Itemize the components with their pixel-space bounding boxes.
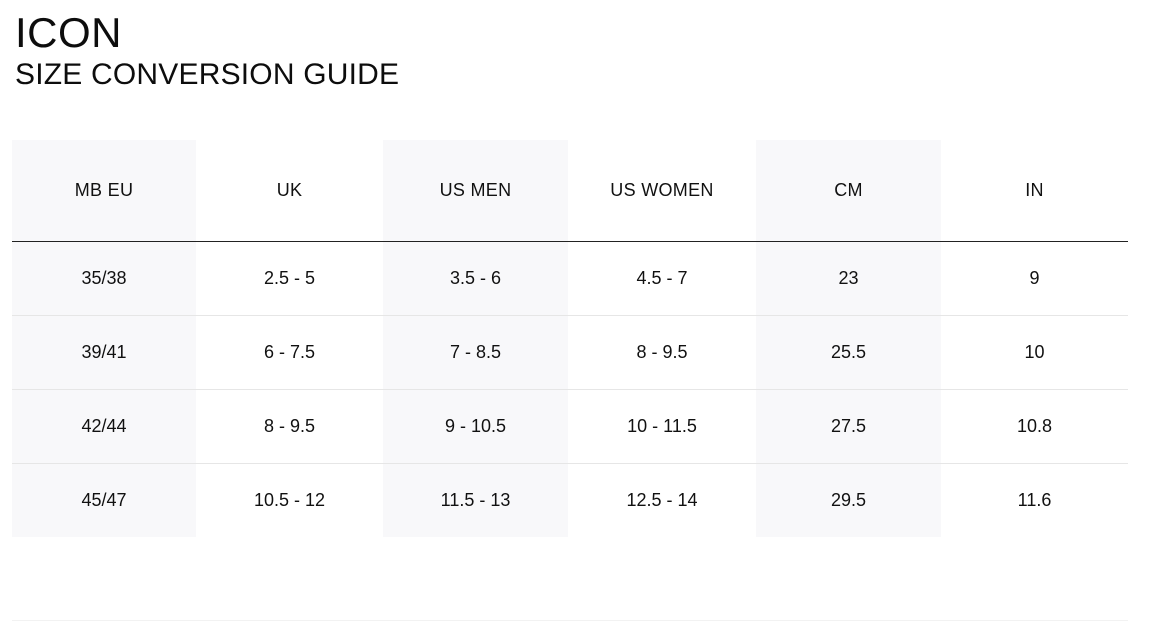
table-row: 35/38 2.5 - 5 3.5 - 6 4.5 - 7 23 9 (12, 241, 1128, 316)
size-table-container: MB EU UK US MEN US WOMEN CM IN 35/38 2.5… (12, 140, 1128, 537)
cell-in: 10 (941, 315, 1128, 390)
table-row: 45/47 10.5 - 12 11.5 - 13 12.5 - 14 29.5… (12, 463, 1128, 537)
table-header-row: MB EU UK US MEN US WOMEN CM IN (12, 140, 1128, 242)
cell-cm: 27.5 (756, 389, 941, 464)
cell-us-men: 7 - 8.5 (383, 315, 568, 390)
size-conversion-table: MB EU UK US MEN US WOMEN CM IN 35/38 2.5… (12, 140, 1128, 537)
cell-cm: 23 (756, 241, 941, 316)
cell-mb-eu: 35/38 (12, 241, 196, 316)
cell-us-men: 11.5 - 13 (383, 463, 568, 537)
footer-divider (12, 620, 1128, 621)
column-header-mb-eu: MB EU (12, 140, 196, 242)
cell-us-men: 9 - 10.5 (383, 389, 568, 464)
cell-uk: 6 - 7.5 (196, 315, 383, 390)
cell-uk: 2.5 - 5 (196, 241, 383, 316)
cell-mb-eu: 39/41 (12, 315, 196, 390)
cell-mb-eu: 45/47 (12, 463, 196, 537)
column-header-uk: UK (196, 140, 383, 242)
table-row: 39/41 6 - 7.5 7 - 8.5 8 - 9.5 25.5 10 (12, 315, 1128, 390)
cell-in: 11.6 (1017, 490, 1052, 510)
page-title: SIZE CONVERSION GUIDE (15, 58, 400, 91)
cell-in: 10.8 (941, 389, 1128, 464)
table-row: 42/44 8 - 9.5 9 - 10.5 10 - 11.5 27.5 10… (12, 389, 1128, 464)
column-header-us-women: US WOMEN (568, 140, 756, 242)
cell-us-women: 10 - 11.5 (568, 389, 756, 464)
column-header-us-men: US MEN (383, 140, 568, 242)
cell-us-women: 8 - 9.5 (568, 315, 756, 390)
cell-us-men: 3.5 - 6 (383, 241, 568, 316)
cell-cm: 29.5 (756, 463, 941, 537)
cell-uk: 10.5 - 12 (253, 490, 326, 510)
column-header-cm: CM (756, 140, 941, 242)
brand-name: ICON (15, 9, 122, 56)
cell-mb-eu: 42/44 (12, 389, 196, 464)
cell-in: 9 (941, 241, 1128, 316)
cell-uk: 8 - 9.5 (196, 389, 383, 464)
column-header-in: IN (941, 140, 1128, 242)
table-body: 35/38 2.5 - 5 3.5 - 6 4.5 - 7 23 9 39/41… (12, 241, 1128, 537)
page-header: ICON SIZE CONVERSION GUIDE (15, 10, 399, 92)
cell-us-women: 4.5 - 7 (568, 241, 756, 316)
cell-us-women: 12.5 - 14 (626, 490, 698, 510)
table-header: MB EU UK US MEN US WOMEN CM IN (12, 140, 1128, 242)
cell-cm: 25.5 (756, 315, 941, 390)
